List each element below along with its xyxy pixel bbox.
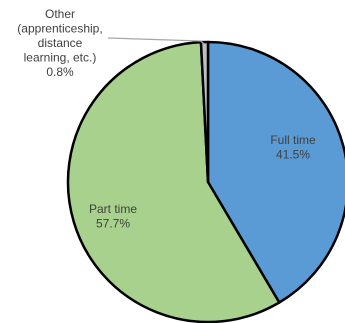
data-label-line: distance bbox=[38, 36, 83, 50]
data-label-line: (apprenticeship, bbox=[17, 22, 102, 36]
data-label-line: Part time bbox=[89, 202, 137, 216]
data-label-line: 0.8% bbox=[46, 65, 74, 79]
leader-line-other bbox=[107, 37, 205, 45]
data-label-line: 41.5% bbox=[276, 148, 310, 162]
data-label-line: Other bbox=[45, 7, 75, 21]
data-label-line: 57.7% bbox=[96, 217, 130, 231]
leader-lines bbox=[107, 37, 205, 45]
slice-full-time bbox=[206, 40, 345, 304]
slice-other bbox=[199, 40, 210, 184]
data-label-part-time: Part time 57.7% bbox=[89, 202, 137, 231]
data-label-line: Full time bbox=[270, 133, 316, 147]
data-label-other: Other (apprenticeship, distance learning, e… bbox=[17, 7, 102, 79]
slice-labels: Full time 41.5% Part time 57.7% Other (appren… bbox=[17, 7, 316, 231]
data-label-line: learning, etc.) bbox=[24, 51, 97, 65]
data-label-full-time: Full time 41.5% bbox=[270, 133, 316, 162]
pie-slices bbox=[66, 40, 345, 323]
slice-part-time bbox=[66, 40, 281, 323]
